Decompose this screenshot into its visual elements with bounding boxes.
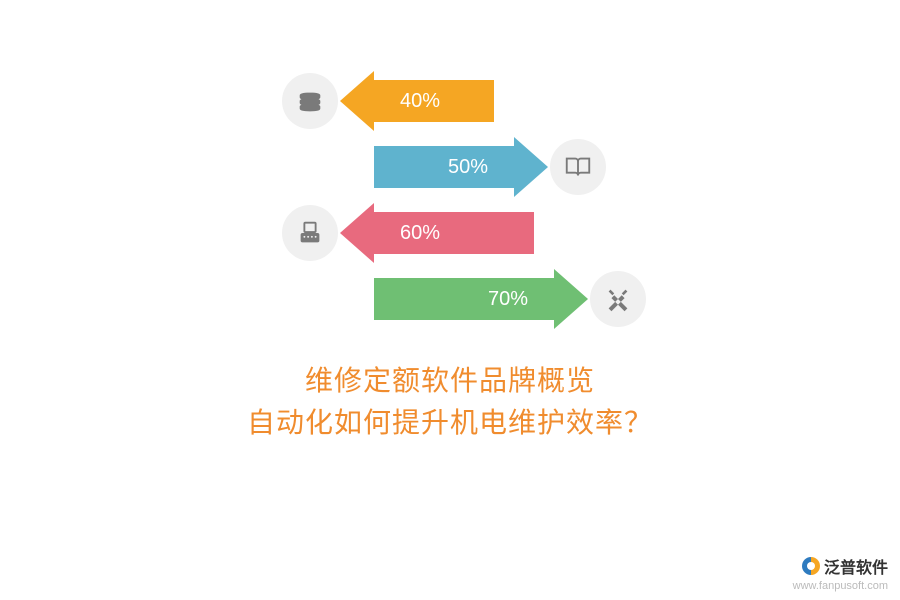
arrow-row-4: 70% — [0, 278, 900, 324]
watermark-logo-icon — [802, 557, 820, 575]
arrow-head-3 — [340, 203, 374, 263]
watermark-url: www.fanpusoft.com — [793, 580, 888, 592]
watermark: 泛普软件 www.fanpusoft.com — [793, 554, 888, 592]
arrow-head-1 — [340, 71, 374, 131]
arrow-row-3: 60% — [0, 212, 900, 258]
watermark-brand-text: 泛普软件 — [824, 554, 888, 578]
arrow-body-1: 40% — [374, 80, 494, 122]
watermark-brand-row: 泛普软件 — [793, 554, 888, 578]
arrow-body-3: 60% — [374, 212, 534, 254]
hammers-icon — [590, 271, 646, 327]
arrow-label-3: 60% — [400, 222, 440, 245]
arrow-body-2: 50% — [374, 146, 514, 188]
arrow-head-4 — [554, 269, 588, 329]
arrow-head-2 — [514, 137, 548, 197]
title-block: 维修定额软件品牌概览 自动化如何提升机电维护效率？ — [0, 360, 900, 444]
arrow-label-2: 50% — [448, 156, 488, 179]
infographic-canvas: 40% 50% 60% 70% 维修定额软件品牌概览 自动化如何提 — [0, 0, 900, 600]
arrow-row-1: 40% — [0, 80, 900, 126]
typewriter-icon — [282, 205, 338, 261]
books-icon — [282, 73, 338, 129]
arrow-label-4: 70% — [488, 288, 528, 311]
arrow-body-4: 70% — [374, 278, 554, 320]
open-book-icon — [550, 139, 606, 195]
title-line-1: 维修定额软件品牌概览 — [0, 360, 900, 402]
title-line-2: 自动化如何提升机电维护效率？ — [0, 402, 900, 444]
arrow-label-1: 40% — [400, 90, 440, 113]
arrow-row-2: 50% — [0, 146, 900, 192]
